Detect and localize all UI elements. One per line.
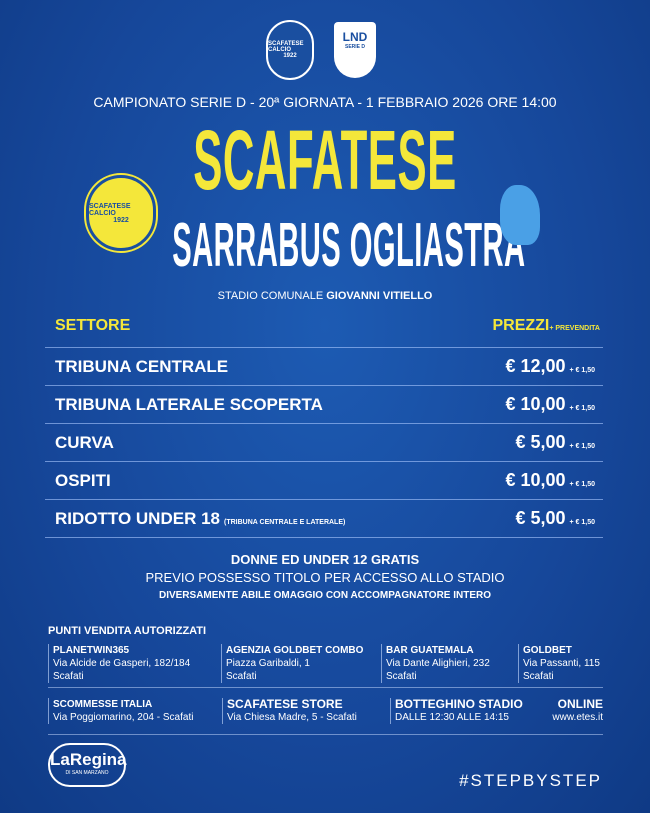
presale-fee: + € 1,50 xyxy=(569,481,596,488)
sales-point-address: Via Poggiomarino, 204 - Scafati xyxy=(53,712,194,723)
sales-point-city: Scafati xyxy=(386,671,417,682)
sales-point[interactable]: ONLINE www.etes.it xyxy=(540,698,603,724)
sales-point: SCAFATESE STORE Via Chiesa Madre, 5 - Sca… xyxy=(222,698,357,724)
sales-point: BAR GUATEMALA Via Dante Alighieri, 232 Sca… xyxy=(381,644,490,683)
sales-point-address: Via Alcide de Gasperi, 182/184 xyxy=(53,658,191,669)
sector-label: OSPITI xyxy=(55,470,111,490)
col-sector: SETTORE xyxy=(55,317,131,334)
col-price: PREZZI+ PREVENDITA xyxy=(492,317,600,335)
note-free: DONNE ED UNDER 12 GRATIS xyxy=(230,552,420,567)
home-team-logo: SCAFATESE CALCIO 1922 xyxy=(86,175,156,251)
sales-point-address[interactable]: www.etes.it xyxy=(552,712,603,723)
price: € 5,00 + € 1,50 xyxy=(515,508,595,529)
sales-point-address: Via Dante Alighieri, 232 xyxy=(386,658,490,669)
away-team: SARRABUS OGLIASTRA xyxy=(172,211,526,280)
price-row: RIDOTTO UNDER 18 (TRIBUNA CENTRALE E LATE… xyxy=(45,499,603,537)
sales-point-name: BAR GUATEMALA xyxy=(386,645,474,656)
home-team: SCAFATESE xyxy=(193,113,457,207)
divider xyxy=(48,734,603,735)
price: € 10,00 + € 1,50 xyxy=(505,470,595,491)
sales-point-name: AGENZIA GOLDBET COMBO xyxy=(226,645,364,656)
lnd-sub: SERIE D xyxy=(344,44,365,50)
match-header: CAMPIONATO SERIE D - 20ª GIORNATA - 1 FE… xyxy=(93,94,557,110)
sector-name: TRIBUNA CENTRALE xyxy=(55,357,232,377)
price-row: TRIBUNA LATERALE SCOPERTA € 10,00 + € 1,5… xyxy=(45,385,603,423)
price-row: TRIBUNA CENTRALE € 12,00 + € 1,50 xyxy=(45,347,603,385)
sales-point: PLANETWIN365 Via Alcide de Gasperi, 182/1… xyxy=(48,644,190,683)
lnd-logo: LND SERIE D xyxy=(334,22,376,78)
sales-point-address: Piazza Garibaldi, 1 xyxy=(226,658,310,669)
sector-label: CURVA xyxy=(55,432,114,452)
sales-point-address: DALLE 12:30 ALLE 14:15 xyxy=(395,712,509,723)
lnd-text: LND xyxy=(342,30,368,44)
logo-text: SCAFATESE CALCIO xyxy=(268,41,304,53)
col-price-label: PREZZI xyxy=(492,317,550,334)
presale-fee: + € 1,50 xyxy=(569,443,596,450)
sector-name: OSPITI xyxy=(55,471,115,491)
presale-fee: + € 1,50 xyxy=(569,519,596,526)
sales-point-name: PLANETWIN365 xyxy=(53,645,130,656)
sales-point-address: Via Passanti, 115 xyxy=(523,658,600,669)
sales-point-name: SCOMMESSE ITALIA xyxy=(53,699,153,710)
sector-name: CURVA xyxy=(55,433,118,453)
sector-label: TRIBUNA LATERALE SCOPERTA xyxy=(55,394,323,414)
sales-point-name: ONLINE xyxy=(557,697,603,711)
presale-fee: + € 1,50 xyxy=(569,367,596,374)
sales-point-city: Scafati xyxy=(53,671,84,682)
price-row: CURVA € 5,00 + € 1,50 xyxy=(45,423,603,461)
sales-point-name: SCAFATESE STORE xyxy=(227,697,343,711)
sales-point-city: Scafati xyxy=(226,671,257,682)
price-value: € 10,00 xyxy=(505,470,566,490)
home-logo-year: 1922 xyxy=(113,216,129,224)
sponsor-name: LaRegina xyxy=(50,750,127,769)
note-access: PREVIO POSSESSO TITOLO PER ACCESSO ALLO … xyxy=(145,570,505,585)
price-value: € 12,00 xyxy=(505,356,566,376)
stadium-name: GIOVANNI VITIELLO xyxy=(326,290,433,302)
sponsor-logo: LaRegina DI SAN MARZANO xyxy=(48,743,127,787)
stadium: STADIO COMUNALE GIOVANNI VITIELLO xyxy=(0,290,650,302)
sector-name: TRIBUNA LATERALE SCOPERTA xyxy=(55,395,327,415)
price-value: € 10,00 xyxy=(505,394,566,414)
price: € 5,00 + € 1,50 xyxy=(515,432,595,453)
sponsor-sub: DI SAN MARZANO xyxy=(65,770,109,776)
home-logo-text: SCAFATESE CALCIO xyxy=(89,202,131,217)
sector-label: RIDOTTO UNDER 18 xyxy=(55,508,220,528)
away-team-logo xyxy=(500,185,540,245)
scafatese-top-logo: SCAFATESE CALCIO 1922 xyxy=(266,20,314,80)
col-price-sub: + PREVENDITA xyxy=(549,325,600,332)
sales-point-city: Scafati xyxy=(523,671,554,682)
sales-point: SCOMMESSE ITALIA Via Poggiomarino, 204 - … xyxy=(48,698,193,724)
sales-point-name: GOLDBET xyxy=(523,645,572,656)
presale-fee: + € 1,50 xyxy=(569,405,596,412)
sector-note: (TRIBUNA CENTRALE E LATERALE) xyxy=(224,518,346,526)
note-disabled: DIVERSAMENTE ABILE OMAGGIO CON ACCOMPAGN… xyxy=(158,590,492,601)
price-value: € 5,00 xyxy=(515,508,566,528)
sector-name: RIDOTTO UNDER 18 (TRIBUNA CENTRALE E LATE… xyxy=(55,509,345,529)
sales-point-address: Via Chiesa Madre, 5 - Scafati xyxy=(227,712,357,723)
sector-label: TRIBUNA CENTRALE xyxy=(55,356,229,376)
logo-year: 1922 xyxy=(283,53,297,59)
price-row: OSPITI € 10,00 + € 1,50 xyxy=(45,461,603,499)
sales-point: GOLDBET Via Passanti, 115 Scafati xyxy=(518,644,600,683)
divider xyxy=(45,537,603,538)
sales-point: AGENZIA GOLDBET COMBO Piazza Garibaldi, 1… xyxy=(221,644,363,683)
price: € 12,00 + € 1,50 xyxy=(505,356,595,377)
sales-point-name: BOTTEGHINO STADIO xyxy=(395,697,523,711)
sales-title: PUNTI VENDITA AUTORIZZATI xyxy=(48,625,207,637)
price-value: € 5,00 xyxy=(515,432,566,452)
price: € 10,00 + € 1,50 xyxy=(505,394,595,415)
stadium-prefix: STADIO COMUNALE xyxy=(217,290,324,302)
divider xyxy=(48,687,603,688)
hashtag: #STEPBYSTEP xyxy=(459,771,602,790)
sales-point: BOTTEGHINO STADIO DALLE 12:30 ALLE 14:15 xyxy=(390,698,523,724)
